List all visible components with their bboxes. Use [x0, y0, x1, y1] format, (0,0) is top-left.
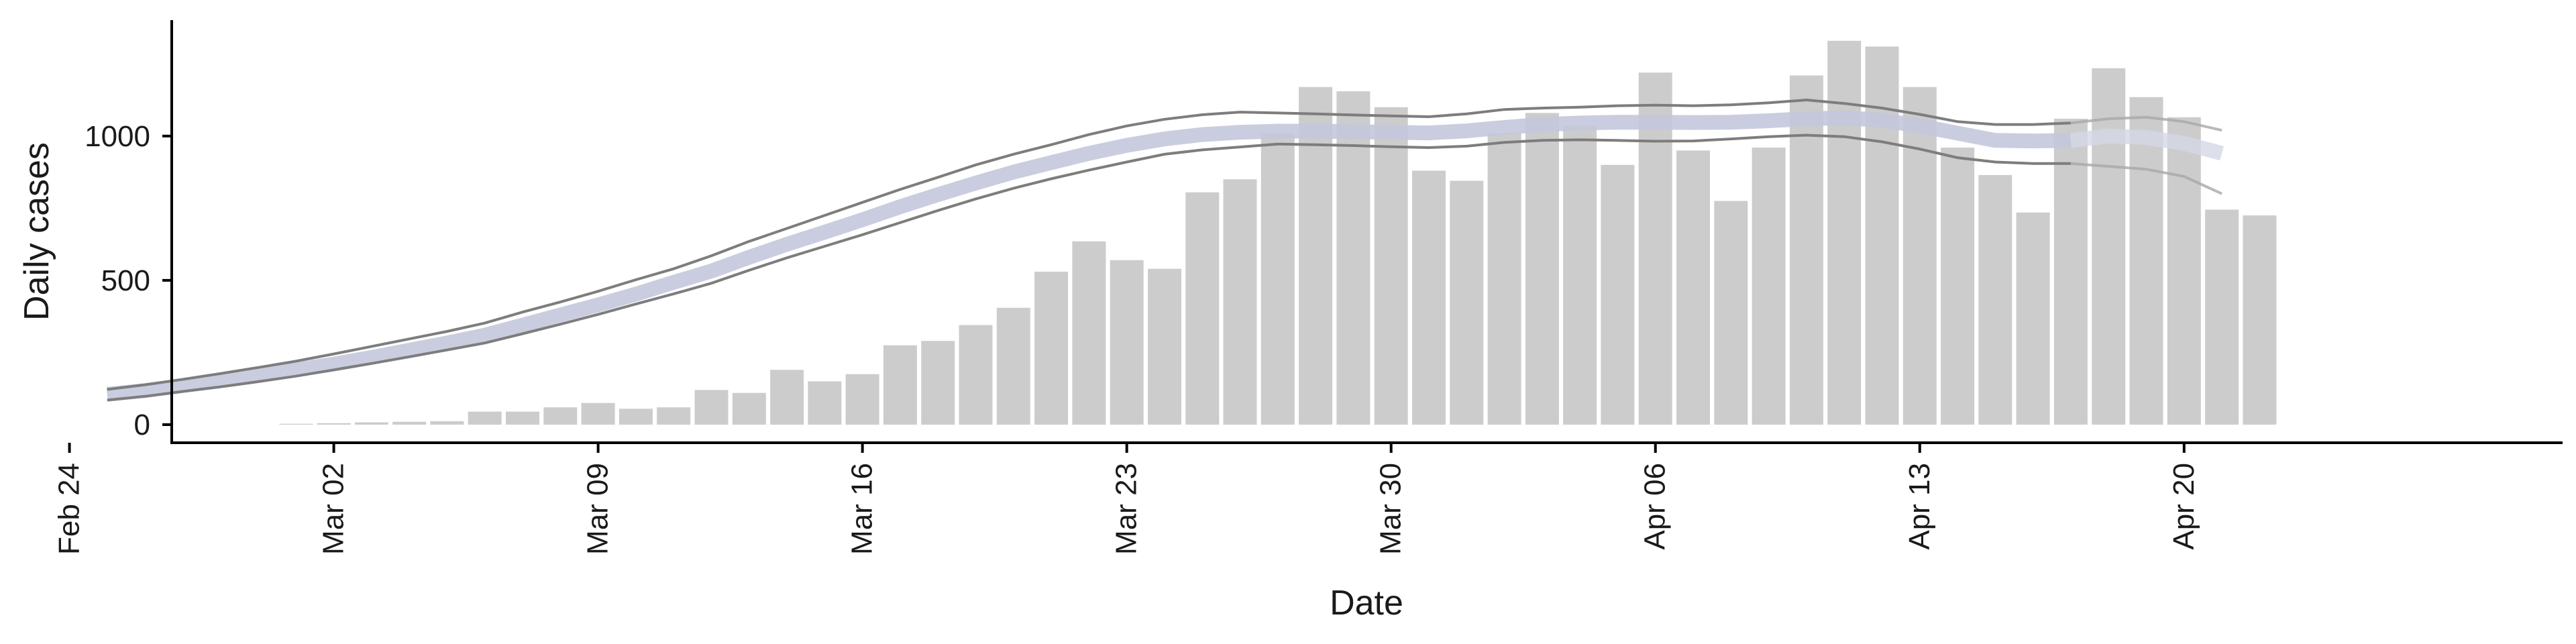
- bar: [2129, 97, 2163, 425]
- bar: [845, 374, 879, 425]
- bar: [1789, 75, 1823, 425]
- bar: [279, 423, 313, 425]
- bar: [1260, 133, 1295, 425]
- bar: [996, 307, 1030, 425]
- y-axis-ticks: 0 500 1000: [85, 120, 172, 441]
- bar: [2243, 215, 2277, 425]
- plot-area: [106, 40, 2277, 425]
- x-tick-label: Apr 06: [1639, 463, 1672, 550]
- bar: [657, 407, 691, 425]
- bar: [1185, 192, 1220, 425]
- bar: [732, 392, 766, 425]
- x-tick-label: Mar 02: [317, 463, 350, 555]
- bar: [2092, 68, 2126, 425]
- estimate-upper-line: [107, 98, 2071, 391]
- bar: [770, 370, 804, 425]
- bar: [581, 402, 615, 425]
- x-axis-ticks: Feb 24 Mar 02 Mar 09 Mar 16 Mar 23 Mar 30 Apr …: [53, 443, 2200, 555]
- y-tick-label: 500: [101, 264, 150, 297]
- bar: [1412, 170, 1446, 425]
- bar: [883, 345, 917, 425]
- estimate-lower-line: [107, 133, 2071, 402]
- bar: [2205, 209, 2239, 425]
- bar: [619, 409, 653, 425]
- bar: [317, 423, 351, 425]
- bar: [1223, 179, 1257, 425]
- bar: [959, 325, 993, 425]
- bar: [543, 407, 578, 425]
- bar: [1110, 260, 1144, 425]
- bar: [1072, 241, 1106, 425]
- bar: [921, 341, 955, 425]
- bar: [1827, 40, 1862, 425]
- x-axis-title: Date: [1330, 584, 1403, 623]
- bar: [468, 411, 502, 425]
- bar: [1978, 174, 2012, 425]
- bar: [1601, 164, 1635, 425]
- bar: [1752, 148, 1786, 425]
- bar: [694, 390, 729, 425]
- projection-lower-line: [2070, 162, 2222, 195]
- x-tick-label: Feb 24: [53, 463, 86, 555]
- y-axis-title: Daily cases: [17, 142, 56, 321]
- x-tick-label: Apr 20: [2167, 463, 2200, 550]
- bar: [1902, 87, 1937, 425]
- bar: [1941, 148, 1975, 425]
- bar: [2053, 119, 2088, 425]
- bar: [1148, 268, 1181, 425]
- bar-series: [279, 40, 2277, 425]
- bar: [1638, 72, 1672, 425]
- bar: [354, 422, 388, 425]
- bar: [1563, 125, 1597, 425]
- bar: [1034, 272, 1069, 425]
- projection-upper-line: [2070, 115, 2222, 132]
- bar: [2167, 117, 2201, 425]
- bar: [1714, 201, 1748, 425]
- x-tick-label: Mar 30: [1375, 463, 1407, 555]
- projection-median-line: [2070, 128, 2224, 161]
- bar: [1336, 91, 1371, 425]
- bar: [1374, 107, 1408, 425]
- bar: [430, 421, 464, 425]
- bar: [506, 411, 539, 425]
- x-tick-label: Mar 09: [582, 463, 614, 555]
- bar: [392, 421, 427, 425]
- bar: [2016, 212, 2050, 425]
- bar: [1487, 133, 1521, 425]
- bar: [1450, 180, 1484, 425]
- x-tick-label: Mar 23: [1110, 463, 1143, 555]
- y-tick-label: 0: [134, 409, 150, 441]
- estimate-median-line: [106, 110, 2072, 402]
- x-tick-label: Apr 13: [1903, 463, 1936, 550]
- x-tick-label: Mar 16: [846, 463, 879, 555]
- y-tick-label: 1000: [85, 120, 150, 153]
- bar: [808, 381, 842, 425]
- bar: [1525, 113, 1559, 425]
- bar: [1676, 150, 1710, 425]
- bar: [1865, 46, 1899, 425]
- estimate-series: [106, 98, 2224, 402]
